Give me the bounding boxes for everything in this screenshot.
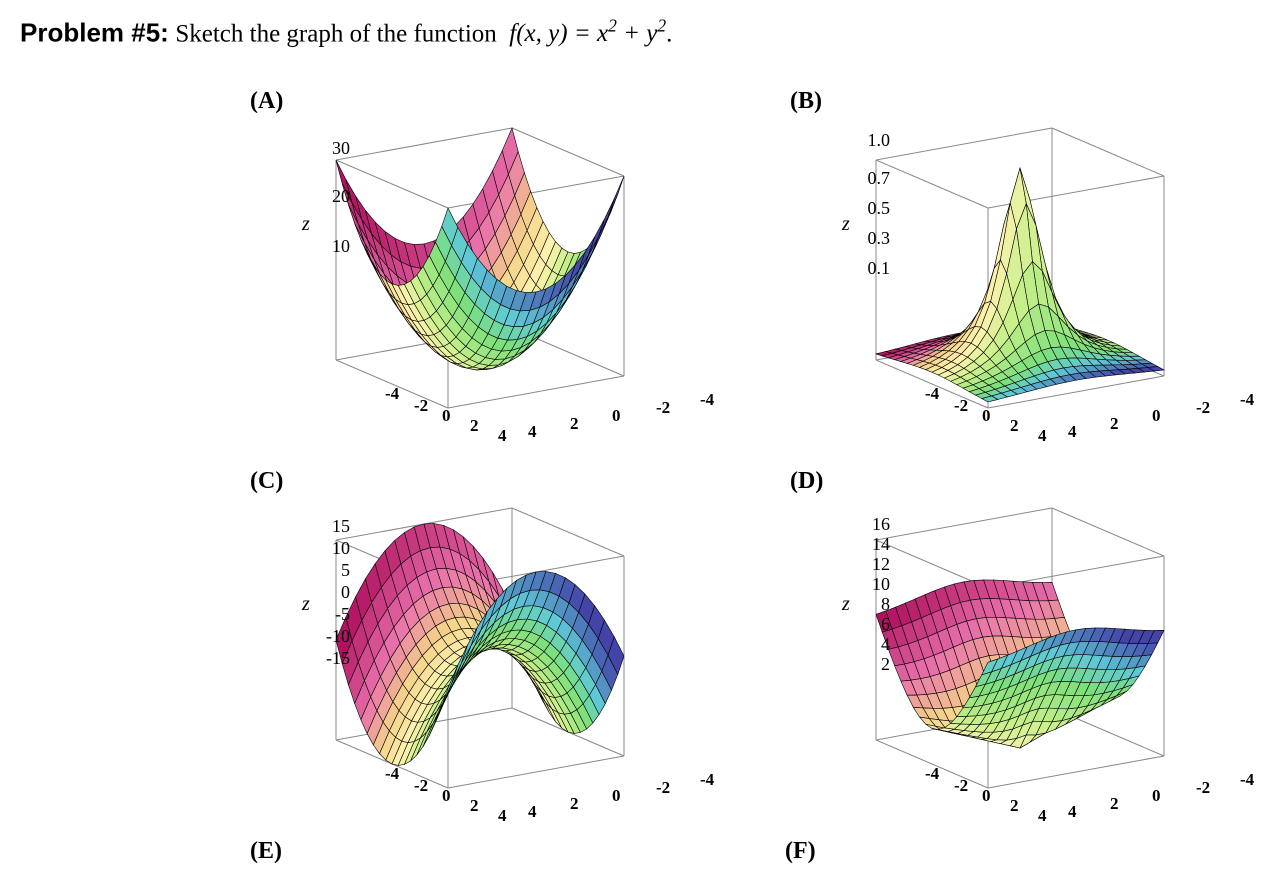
- options-grid: (A) z302010-4-2024420-2-4 (B) z1.00.70.5…: [250, 88, 1278, 828]
- y-tick: 4: [1068, 422, 1077, 442]
- y-tick: 2: [570, 794, 579, 814]
- option-label-D: (D): [790, 468, 823, 495]
- z-axis-label: z: [302, 213, 310, 236]
- y-tick: -2: [1196, 778, 1210, 798]
- x-tick: -4: [385, 764, 399, 784]
- x-tick: 4: [1038, 426, 1047, 446]
- z-axis-label: z: [842, 593, 850, 616]
- y-tick: 4: [528, 422, 537, 442]
- y-tick: 0: [612, 406, 621, 426]
- z-tick: 0.1: [860, 258, 890, 279]
- option-B: (B) z1.00.70.50.30.1-4-2024420-2-4: [790, 88, 1278, 448]
- z-tick: 4: [860, 634, 890, 655]
- z-tick: 14: [860, 534, 890, 555]
- y-tick: 2: [1110, 794, 1119, 814]
- option-A: (A) z302010-4-2024420-2-4: [250, 88, 760, 448]
- x-tick: 2: [1010, 416, 1019, 436]
- z-tick: 2: [860, 654, 890, 675]
- z-tick: -10: [320, 626, 350, 647]
- x-tick: 0: [982, 786, 991, 806]
- plot-A: z302010-4-2024420-2-4: [320, 118, 760, 448]
- z-tick: 10: [320, 236, 350, 257]
- x-tick: 2: [470, 796, 479, 816]
- z-tick: 10: [860, 574, 890, 595]
- z-tick: -15: [320, 648, 350, 669]
- x-tick: -2: [954, 396, 968, 416]
- y-tick: -4: [1240, 390, 1254, 410]
- y-tick: 2: [570, 414, 579, 434]
- y-tick: -2: [1196, 398, 1210, 418]
- option-label-F: (F): [785, 838, 1278, 865]
- x-tick: 4: [498, 806, 507, 826]
- x-tick: -4: [925, 764, 939, 784]
- z-tick: 1.0: [860, 130, 890, 151]
- plot-C: z151050-5-10-15-4-2024420-2-4: [320, 498, 760, 828]
- x-tick: -4: [385, 384, 399, 404]
- period: .: [666, 20, 672, 47]
- fn-lhs: f(x, y) = x2 + y2: [509, 20, 666, 47]
- x-tick: -2: [414, 776, 428, 796]
- problem-label: Problem #5:: [20, 17, 169, 47]
- x-tick: 0: [442, 786, 451, 806]
- y-tick: 4: [1068, 802, 1077, 822]
- z-tick: 0.3: [860, 228, 890, 249]
- option-label-C: (C): [250, 468, 283, 495]
- option-D: (D) z161412108642-4-2024420-2-4: [790, 468, 1278, 828]
- bottom-row: (E) (F): [250, 838, 1278, 865]
- z-tick: 12: [860, 554, 890, 575]
- z-axis-label: z: [302, 593, 310, 616]
- z-tick: 30: [320, 138, 350, 159]
- z-tick: 16: [860, 514, 890, 535]
- plot-D: z161412108642-4-2024420-2-4: [860, 498, 1278, 828]
- x-tick: -2: [414, 396, 428, 416]
- y-tick: -4: [700, 390, 714, 410]
- x-tick: 0: [442, 406, 451, 426]
- x-tick: -4: [925, 384, 939, 404]
- z-tick: 5: [320, 560, 350, 581]
- y-tick: -4: [1240, 770, 1254, 790]
- y-tick: 0: [1152, 786, 1161, 806]
- problem-text: Sketch the graph of the function f(x, y)…: [175, 20, 672, 47]
- x-tick: 0: [982, 406, 991, 426]
- plot-B: z1.00.70.50.30.1-4-2024420-2-4: [860, 118, 1278, 448]
- z-tick: 0: [320, 582, 350, 603]
- y-tick: 4: [528, 802, 537, 822]
- z-tick: 15: [320, 516, 350, 537]
- z-tick: 0.7: [860, 168, 890, 189]
- z-tick: 6: [860, 614, 890, 635]
- problem-header: Problem #5: Sketch the graph of the func…: [20, 16, 1258, 48]
- option-label-E: (E): [250, 838, 755, 865]
- y-tick: 2: [1110, 414, 1119, 434]
- z-tick: 20: [320, 186, 350, 207]
- problem-prompt: Sketch the graph of the function: [175, 20, 496, 47]
- z-tick: -5: [320, 604, 350, 625]
- y-tick: 0: [612, 786, 621, 806]
- option-label-A: (A): [250, 88, 283, 115]
- y-tick: -4: [700, 770, 714, 790]
- option-C: (C) z151050-5-10-15-4-2024420-2-4: [250, 468, 760, 828]
- y-tick: -2: [656, 778, 670, 798]
- x-tick: 4: [1038, 806, 1047, 826]
- option-label-B: (B): [790, 88, 822, 115]
- z-axis-label: z: [842, 213, 850, 236]
- z-tick: 8: [860, 594, 890, 615]
- y-tick: -2: [656, 398, 670, 418]
- x-tick: 2: [470, 416, 479, 436]
- y-tick: 0: [1152, 406, 1161, 426]
- x-tick: 2: [1010, 796, 1019, 816]
- z-tick: 10: [320, 538, 350, 559]
- z-tick: 0.5: [860, 198, 890, 219]
- x-tick: -2: [954, 776, 968, 796]
- x-tick: 4: [498, 426, 507, 446]
